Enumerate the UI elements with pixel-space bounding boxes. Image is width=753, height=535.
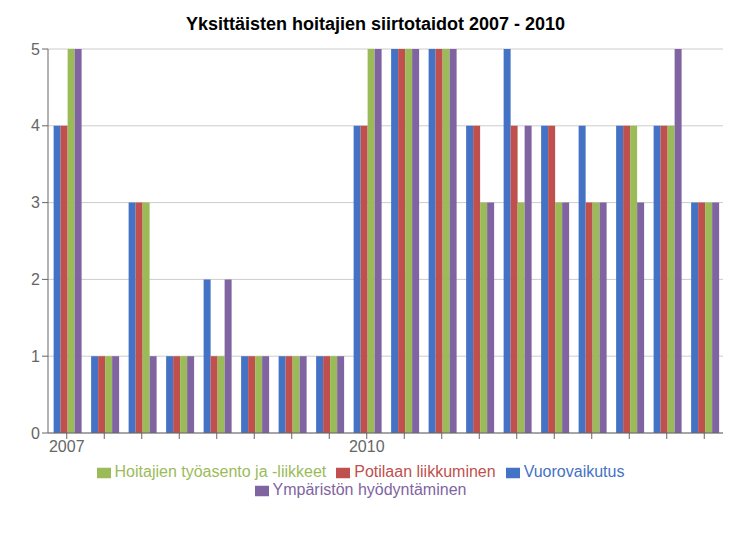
svg-text:2: 2 [31, 271, 40, 288]
html-text:Potilaan liikkuminen: Potilaan liikkuminen [354, 463, 496, 480]
svg-text:1: 1 [31, 348, 40, 365]
svg-text:2007: 2007 [49, 438, 85, 455]
html-text:Yksittäisten hoitajien siirtot: Yksittäisten hoitajien siirtotaidot 2007… [185, 14, 566, 34]
svg-text:0: 0 [31, 425, 40, 442]
html-text:Vuorovaikutus: Vuorovaikutus [523, 463, 625, 480]
svg-text:3: 3 [31, 194, 40, 211]
svg-text:2010: 2010 [349, 438, 385, 455]
html-text:Hoitajien työasento ja -liikke: Hoitajien työasento ja -liikkeet [114, 463, 327, 480]
html-text:Ympäristön hyödyntäminen: Ympäristön hyödyntäminen [272, 481, 467, 498]
svg-text:4: 4 [31, 117, 40, 134]
svg-text:5: 5 [31, 41, 40, 58]
